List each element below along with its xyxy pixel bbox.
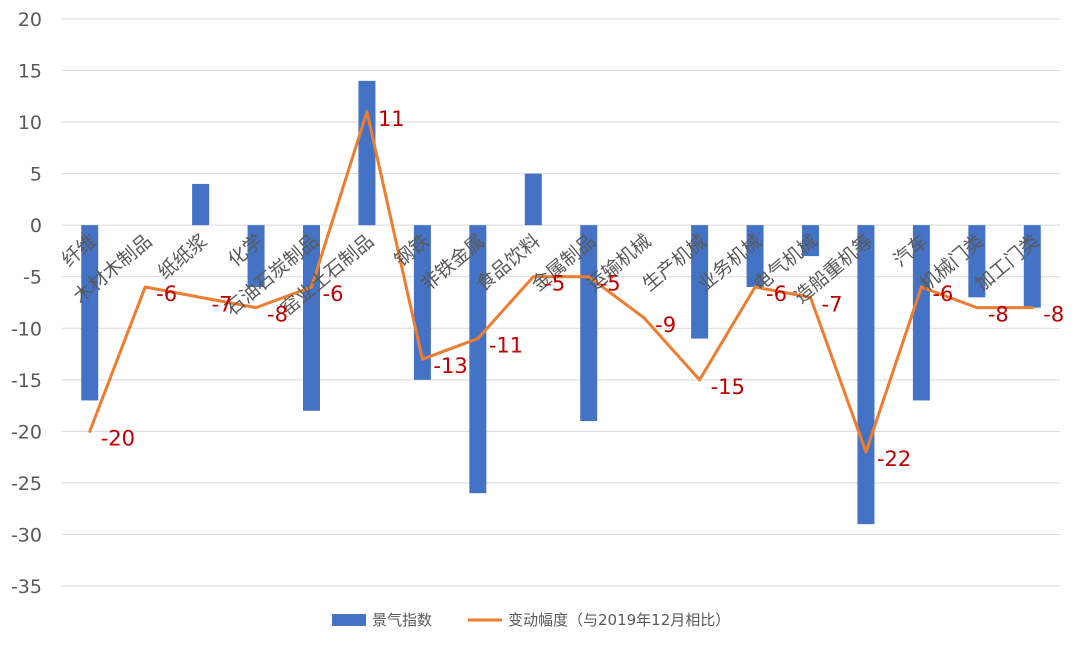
bar xyxy=(746,225,764,288)
bar xyxy=(1023,225,1041,308)
data-label: -22 xyxy=(877,447,911,471)
bar xyxy=(968,225,986,298)
line-point xyxy=(809,295,812,299)
y-axis-ticks: 20 15 10 5 0 -5 -10 -15 -20 -25 -30 -35 xyxy=(11,9,42,598)
data-label: -7 xyxy=(822,292,843,316)
line-point xyxy=(531,275,535,279)
line-point xyxy=(420,357,424,361)
y-tick-label: -15 xyxy=(11,370,42,392)
data-label: -8 xyxy=(267,303,288,327)
category-label: 纸纸浆 xyxy=(154,230,212,284)
bar xyxy=(802,225,819,257)
line-point xyxy=(476,337,480,341)
data-label: -5 xyxy=(544,272,565,296)
data-label: -6 xyxy=(323,282,344,306)
line-point xyxy=(88,429,92,433)
line-point xyxy=(254,306,258,310)
line-point xyxy=(199,295,203,299)
y-tick-label: -20 xyxy=(11,421,42,443)
bar-series xyxy=(81,80,1041,525)
y-tick-label: -25 xyxy=(11,473,42,495)
data-label: -9 xyxy=(655,313,676,337)
line-point xyxy=(753,285,757,289)
bar xyxy=(247,225,265,288)
y-tick-label: 15 xyxy=(18,61,42,83)
data-label: -6 xyxy=(932,282,953,306)
data-labels: -20 -6 -7 -8 -6 11 -13 -11 -5 -5 -9 -15 -6 -7 -22 -6 -8 -… xyxy=(101,107,1065,471)
data-label: -6 xyxy=(156,282,177,306)
data-label: -11 xyxy=(489,334,523,358)
legend-swatch-bar xyxy=(332,614,366,626)
data-label: -13 xyxy=(433,354,467,378)
line-point xyxy=(975,306,979,310)
y-tick-label: -35 xyxy=(11,576,42,598)
bar xyxy=(691,225,709,339)
line-path xyxy=(88,110,1033,454)
bar xyxy=(857,225,875,525)
data-label: -5 xyxy=(600,272,621,296)
bar xyxy=(192,183,210,226)
line-point xyxy=(919,285,923,289)
line-point xyxy=(365,110,369,114)
y-tick-label: 0 xyxy=(30,215,42,237)
line-point xyxy=(143,285,147,289)
legend: 景气指数 变动幅度（与2019年12月相比） xyxy=(332,611,730,629)
line-point xyxy=(1030,306,1034,310)
bar xyxy=(469,225,487,494)
y-tick-label: 5 xyxy=(30,164,42,186)
legend-label-line: 变动幅度（与2019年12月相比） xyxy=(508,611,730,629)
y-tick-label: -30 xyxy=(11,524,42,546)
data-label: -6 xyxy=(766,282,787,306)
data-label: -20 xyxy=(101,426,135,450)
legend-label-bar: 景气指数 xyxy=(372,611,432,629)
bar xyxy=(580,225,598,422)
data-label: 11 xyxy=(378,107,405,131)
data-label: -8 xyxy=(1043,303,1064,327)
y-tick-label: -5 xyxy=(23,267,42,289)
line-point xyxy=(698,378,702,382)
bar xyxy=(524,173,542,226)
y-tick-label: -10 xyxy=(11,318,42,340)
y-tick-label: 10 xyxy=(18,112,42,134)
line-point xyxy=(310,285,313,289)
bar xyxy=(358,80,376,226)
line-point xyxy=(587,275,591,279)
bar xyxy=(81,225,99,401)
data-label: -8 xyxy=(988,303,1009,327)
bar xyxy=(912,225,930,401)
line-point xyxy=(864,450,868,454)
data-label: -15 xyxy=(711,375,745,399)
line-series xyxy=(88,110,1034,454)
data-label: -7 xyxy=(212,292,233,316)
line-point xyxy=(642,316,646,320)
y-tick-label: 20 xyxy=(18,9,42,31)
